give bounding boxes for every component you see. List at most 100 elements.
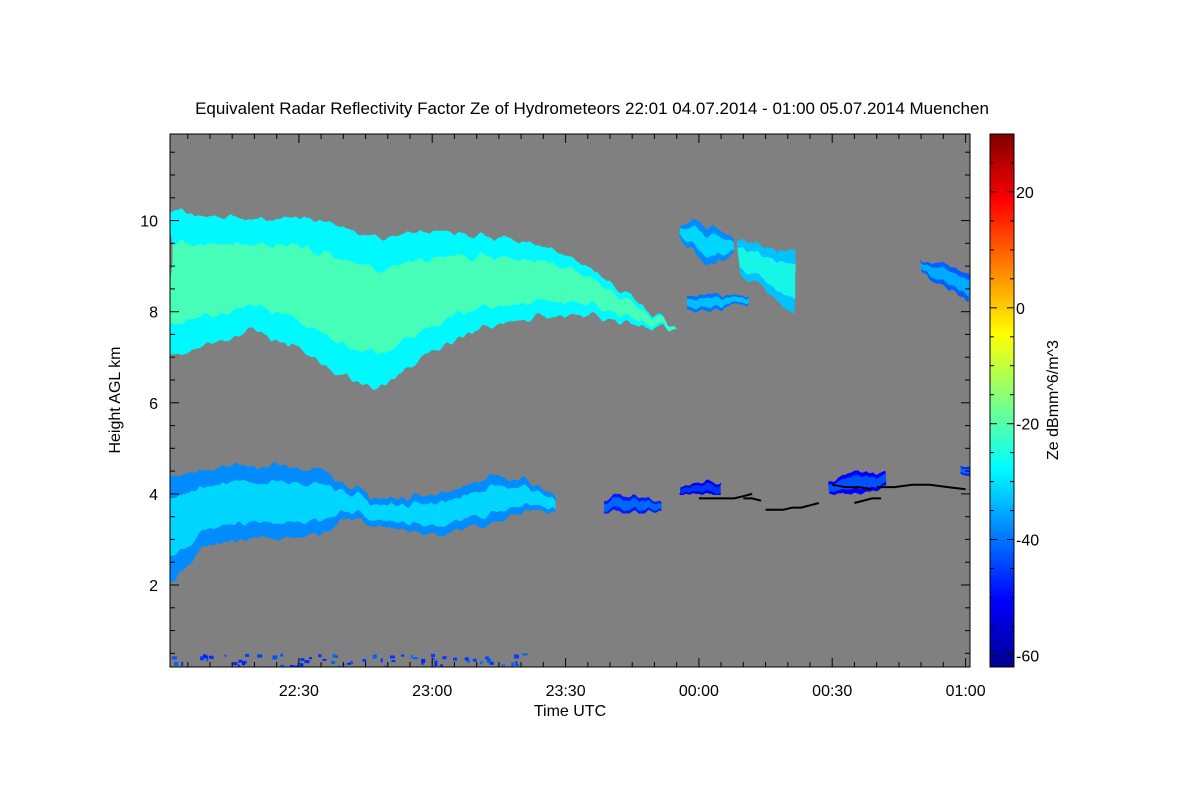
clutter-speck [372,654,377,659]
clutter-speck [200,656,204,661]
x-tick-label: 23:00 [412,683,452,700]
clutter-speck [472,658,477,662]
clutter-speck [390,655,395,659]
clutter-speck [466,659,470,663]
echo-layer [170,211,970,667]
upper-fragment-a-core [676,227,735,259]
clutter-speck [318,654,322,658]
clutter-speck [442,656,447,660]
clutter-speck [208,655,213,659]
black-trace-3 [832,483,873,491]
y-tick-label: 8 [149,305,158,322]
clutter-speck [181,661,184,666]
upper-cloud-layer [170,211,677,390]
clutter-speck [434,663,438,667]
y-tick-label: 6 [149,396,158,413]
clutter-speck [440,664,443,667]
clutter-speck [171,656,177,660]
plot-frame [169,133,971,668]
x-tick-label: 22:30 [279,683,319,700]
colorbar-tick-label: 0 [1016,301,1025,318]
clutter-speck [431,657,435,660]
clutter-speck [350,661,354,665]
clutter-speck [280,664,285,667]
clutter-speck [434,660,438,664]
clutter-speck [257,654,263,658]
clutter-speck [489,661,494,665]
clutter-speck [515,661,518,664]
clutter-speck [289,665,294,667]
clutter-speck [322,658,327,661]
upper-fragment-c-core [738,246,797,302]
upper-fragment-d [921,261,970,303]
clutter-speck [202,654,206,658]
lower-cloud-layer-core [170,482,557,561]
clutter-speck [514,663,519,666]
clutter-speck [511,662,515,667]
clutter-speck [410,655,413,658]
x-tick-label: 00:30 [812,683,852,700]
lower-fragment-a [605,493,659,513]
clutter-speck [380,658,383,663]
clutter-speck [453,657,458,661]
clutter-speck [485,656,490,660]
clutter-speck [522,653,528,656]
clutter-speck [245,653,250,657]
y-tick-label: 2 [149,578,158,595]
clutter-speck [304,660,310,664]
colorbar-tick-label: -60 [1016,648,1039,665]
clutter-speck [479,661,483,665]
clutter-speck [384,665,387,667]
x-tick-label: 01:00 [946,683,986,700]
clutter-speck [331,660,336,664]
clutter-speck [431,653,435,657]
clutter-speck [391,660,396,662]
upper-fragment-a [676,220,735,267]
clutter-speck [421,661,424,665]
clutter-speck [464,657,469,661]
ground-clutter [171,653,528,667]
clutter-speck [174,661,179,666]
x-axis: 22:30 23:00 23:30 00:00 00:30 01:00 [187,134,986,700]
black-trace-0 [698,492,753,500]
clutter-speck [412,657,418,660]
clutter-speck [297,662,303,665]
clutter-speck [514,654,519,659]
clutter-speck [401,654,405,657]
clutter-speck [487,658,491,663]
black-trace-5 [876,483,966,491]
colorbar-tick-label: 20 [1016,185,1034,202]
clutter-speck [309,657,313,660]
clutter-speck [272,655,278,660]
x-tick-label: 00:00 [679,683,719,700]
clutter-speck [337,665,342,667]
chart-title: Equivalent Radar Reflectivity Factor Ze … [195,99,989,118]
colorbar-tick-label: -40 [1016,533,1039,550]
lower-fragment-b [681,480,722,494]
colorbar-tick-label: -20 [1016,417,1039,434]
plot-area [170,134,970,667]
x-tick-label: 23:30 [546,683,586,700]
black-trace-1 [743,497,762,502]
clutter-speck [362,658,367,662]
clutter-speck [501,664,506,667]
lower-cloud-layer [170,466,557,585]
black-trace-2 [765,502,820,511]
upper-cloud-layer-core [170,243,677,356]
x-axis-label: Time UTC [534,703,606,720]
clutter-speck [233,662,238,666]
clutter-speck [421,658,426,663]
colorbar [989,133,1015,668]
clutter-speck [224,654,227,657]
clutter-speck [238,659,243,663]
lower-fragment-a-core [605,497,659,511]
upper-fragment-b-core [690,295,748,308]
y-axis: 2 4 6 8 10 [140,151,970,654]
clutter-speck [300,663,304,667]
black-trace-layer [698,483,966,511]
black-trace-4 [854,497,882,504]
upper-fragment-d-core [921,263,970,297]
y-axis-label: Height AGL km [107,346,124,453]
